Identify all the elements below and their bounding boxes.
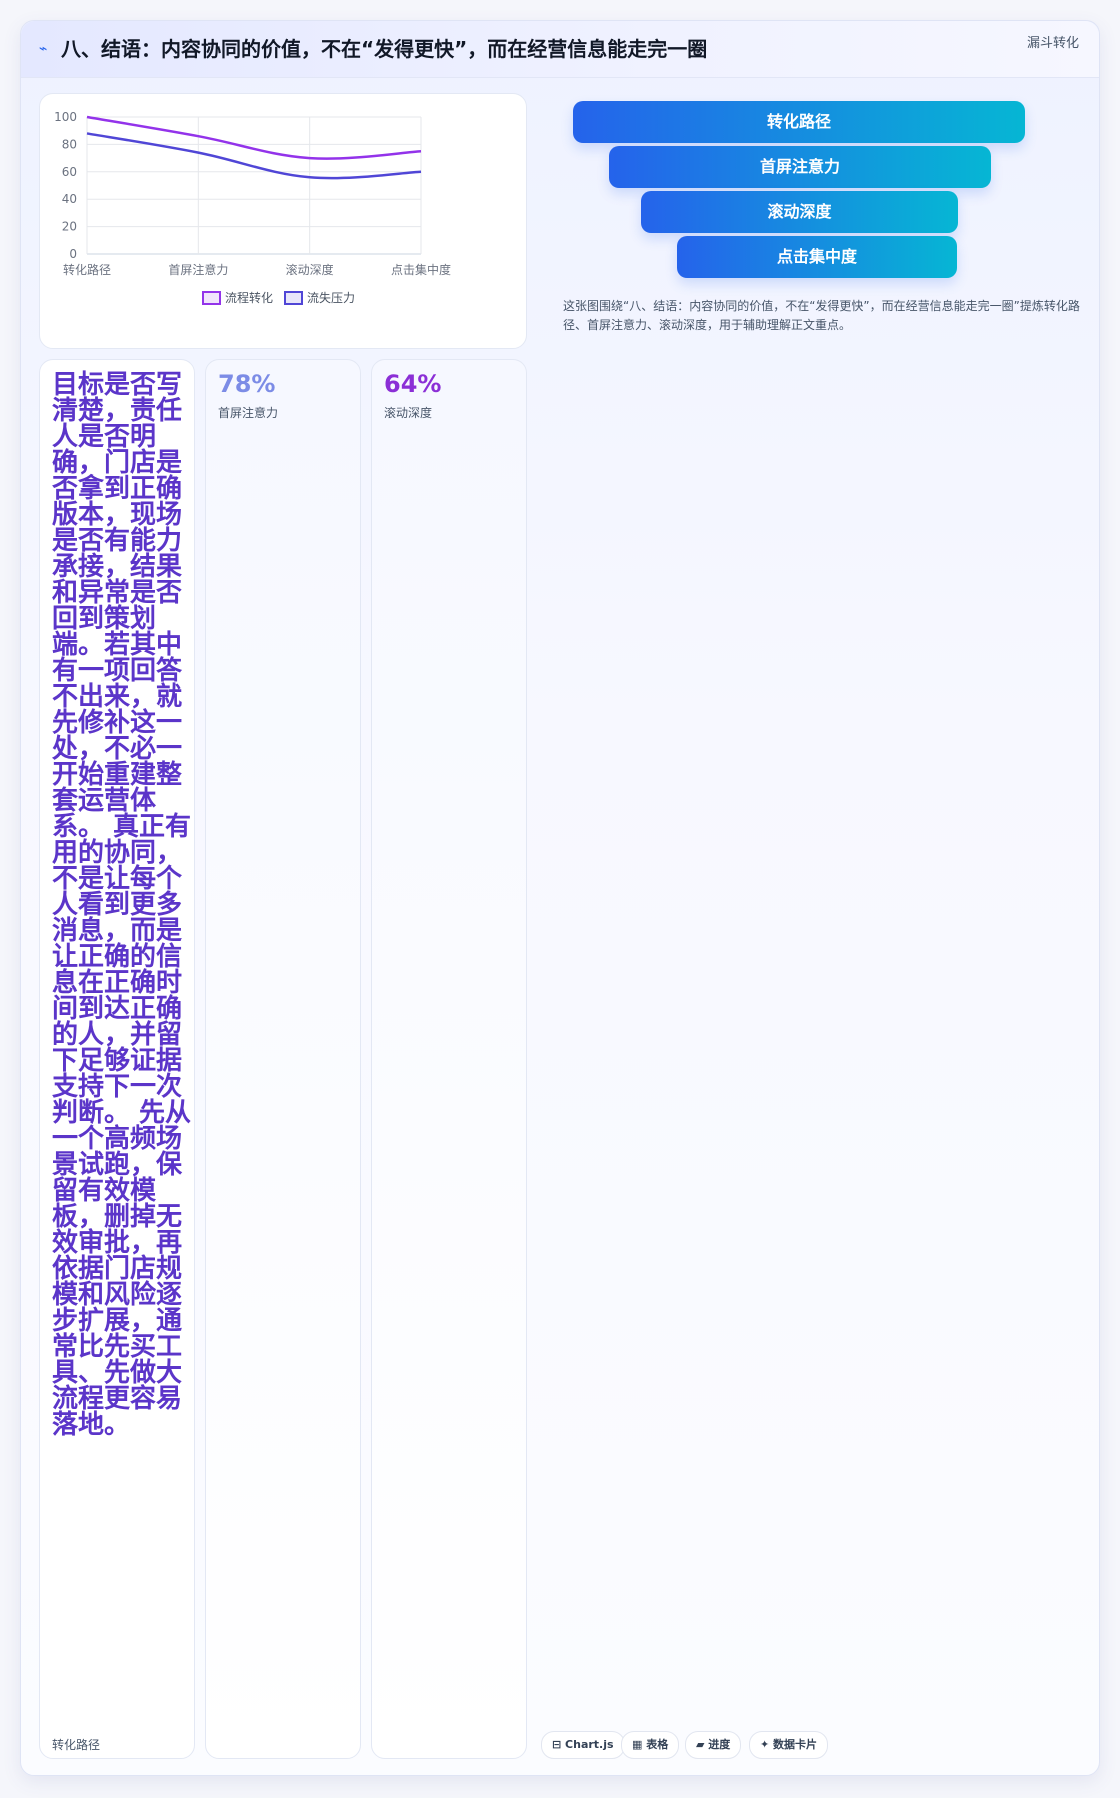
- legend-label-1: 流程转化: [225, 290, 273, 305]
- section-title: 八、结语：内容协同的价值，不在“发得更快”，而在经营信息能走完一圈: [61, 37, 708, 61]
- x-tick-label: 点击集中度: [391, 262, 451, 277]
- chip-progress[interactable]: ▰ 进度: [685, 1731, 742, 1759]
- text-card: 目标是否写清楚，责任人是否明确，门店是否拿到正确版本，现场是否有能力承接，结果和…: [39, 359, 195, 1759]
- stat-value: 78%: [218, 370, 276, 398]
- stat-card-first-screen: 78% 首屏注意力: [205, 359, 361, 1759]
- legend-swatch-2: [284, 291, 303, 305]
- page-frame: ⌁ 八、结语：内容协同的价值，不在“发得更快”，而在经营信息能走完一圈 漏斗转化…: [20, 20, 1100, 1776]
- section-header: ⌁ 八、结语：内容协同的价值，不在“发得更快”，而在经营信息能走完一圈 漏斗转化: [21, 21, 1099, 78]
- pulse-icon: ⌁: [39, 41, 48, 57]
- y-tick-label: 20: [62, 220, 77, 234]
- legend-swatch-1: [202, 291, 221, 305]
- x-tick-label: 滚动深度: [286, 262, 334, 277]
- chip-chartjs[interactable]: ⊟ Chart.js: [541, 1731, 625, 1759]
- legend-label-2: 流失压力: [307, 290, 355, 305]
- y-tick-label: 0: [69, 247, 77, 261]
- funnel-stage-click-concentration: 点击集中度: [677, 236, 957, 278]
- x-tick-label: 首屏注意力: [168, 262, 228, 277]
- stat-label: 首屏注意力: [218, 406, 279, 420]
- funnel-stage-first-screen: 首屏注意力: [609, 146, 991, 188]
- funnel-stage-scroll-depth: 滚动深度: [641, 191, 958, 233]
- y-tick-label: 60: [62, 165, 77, 179]
- funnel-stage-conversion-path: 转化路径: [573, 101, 1025, 143]
- chip-table[interactable]: ▦ 表格: [621, 1731, 680, 1759]
- text-card-body: 目标是否写清楚，责任人是否明确，门店是否拿到正确版本，现场是否有能力承接，结果和…: [52, 370, 192, 1440]
- chip-data-card[interactable]: ✦ 数据卡片: [749, 1731, 829, 1759]
- stat-card-scroll-depth: 64% 滚动深度: [371, 359, 527, 1759]
- text-card-label: 转化路径: [52, 1738, 101, 1752]
- y-tick-label: 40: [62, 192, 77, 206]
- funnel-caption: 这张图围绕“八、结语：内容协同的价值，不在“发得更快”，而在经营信息能走完一圈”…: [563, 299, 1080, 332]
- y-tick-label: 80: [62, 137, 77, 151]
- stat-label: 滚动深度: [384, 406, 433, 420]
- stat-value: 64%: [384, 370, 442, 398]
- series-line-2: [86, 132, 422, 180]
- funnel-chart: 转化路径 首屏注意力 滚动深度 点击集中度: [551, 93, 1081, 303]
- line-chart-card: 0 20 40 60 80 100 转化路径 首屏注意力 滚动深度 点击集中度流程转化 流失压力: [39, 93, 527, 349]
- chart-type-tag: 漏斗转化: [1026, 36, 1079, 51]
- series-line-1: [86, 115, 422, 160]
- y-tick-label: 100: [54, 110, 77, 124]
- x-tick-label: 转化路径: [63, 262, 111, 277]
